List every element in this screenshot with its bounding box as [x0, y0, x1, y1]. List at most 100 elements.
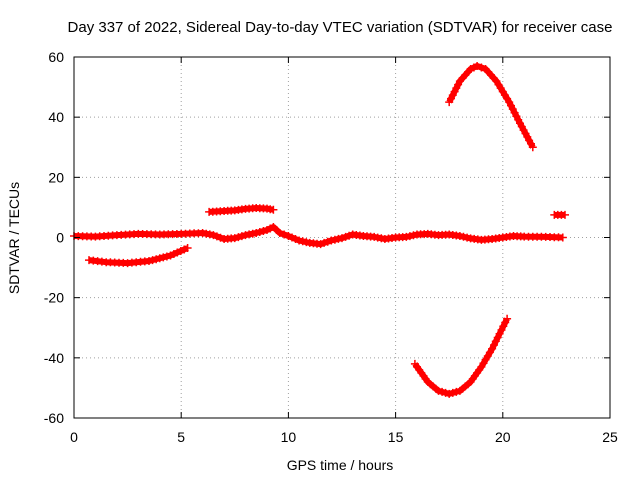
data-point — [477, 63, 486, 72]
data-point — [490, 341, 498, 349]
data-point — [320, 238, 329, 247]
data-point — [523, 132, 532, 141]
x-tick-label: 25 — [602, 429, 618, 445]
data-point — [162, 252, 171, 261]
data-point — [517, 122, 526, 131]
data-point — [447, 94, 455, 103]
data-point — [402, 232, 411, 241]
data-point — [345, 231, 354, 240]
series-group — [70, 223, 567, 249]
data-point — [450, 87, 459, 96]
series-group — [85, 244, 192, 268]
data-point — [441, 388, 450, 397]
data-point — [173, 248, 182, 257]
data-point — [212, 232, 221, 241]
data-point — [459, 232, 468, 241]
data-point — [316, 240, 325, 249]
y-tick-label: 60 — [48, 49, 64, 65]
y-axis-label: SDTVAR / TECUs — [6, 182, 22, 294]
data-point — [252, 229, 261, 237]
data-point — [527, 139, 535, 148]
y-tick-label: -40 — [44, 350, 64, 366]
data-point — [334, 234, 343, 243]
x-axis-label: GPS time / hours — [287, 457, 394, 473]
data-point — [501, 318, 510, 327]
x-tick-label: 20 — [495, 429, 511, 445]
y-tick-label: 20 — [48, 169, 64, 185]
data-point — [209, 231, 218, 240]
chart-title: Day 337 of 2022, Sidereal Day-to-day VTE… — [68, 19, 613, 36]
data-point — [505, 98, 514, 107]
data-point — [503, 314, 512, 323]
x-tick-label: 15 — [388, 429, 404, 445]
data-point — [291, 235, 300, 243]
data-point — [298, 237, 307, 246]
data-point — [463, 233, 472, 242]
data-point — [491, 337, 500, 346]
data-point — [330, 235, 339, 244]
data-point — [507, 101, 515, 110]
x-tick-label: 10 — [281, 429, 297, 445]
data-point — [438, 387, 447, 396]
data-point — [454, 80, 463, 89]
data-point — [183, 244, 192, 252]
data-point — [499, 322, 508, 331]
axis-ticks: 0 5 10 15 20 25 -60 -40 -20 0 20 40 60 — [44, 49, 618, 445]
series-group — [445, 62, 537, 152]
data-point — [488, 344, 497, 353]
data-point — [145, 257, 153, 265]
data-point — [327, 236, 336, 245]
data-point — [269, 205, 278, 214]
data-point — [259, 227, 268, 235]
data-point — [434, 386, 443, 395]
data-point — [275, 229, 284, 237]
data-point — [323, 237, 332, 246]
data-point — [216, 233, 225, 242]
data-point — [405, 232, 414, 241]
data-point — [508, 105, 517, 114]
data-point — [448, 388, 457, 397]
series-group — [205, 204, 278, 216]
data-point — [280, 230, 289, 239]
y-tick-label: 0 — [56, 230, 64, 246]
data-point — [338, 234, 346, 243]
data-point — [452, 84, 461, 93]
data-point — [452, 387, 461, 396]
data-point — [473, 62, 482, 70]
data-point — [455, 232, 464, 240]
y-tick-label: -60 — [44, 410, 64, 426]
data-point — [302, 238, 311, 247]
y-tick-label: 40 — [48, 109, 64, 125]
data-point — [234, 233, 243, 242]
data-point — [237, 232, 246, 241]
data-point — [341, 232, 350, 241]
data-point — [528, 143, 537, 152]
data-point — [510, 108, 519, 117]
data-point — [295, 236, 304, 245]
data-point — [230, 234, 239, 243]
data-point — [493, 333, 502, 342]
data-point — [152, 255, 161, 264]
data-point — [255, 228, 264, 236]
y-tick-label: -20 — [44, 290, 64, 306]
data-point — [409, 231, 418, 240]
data-series — [70, 62, 569, 398]
data-point — [495, 329, 504, 338]
data-point — [514, 115, 523, 124]
data-point — [561, 210, 569, 219]
data-point — [558, 233, 567, 242]
data-point — [148, 256, 157, 265]
data-point — [512, 112, 521, 121]
series-group — [550, 210, 569, 219]
x-tick-label: 5 — [177, 429, 185, 445]
data-point — [284, 232, 293, 240]
data-point — [445, 98, 454, 107]
data-point — [155, 254, 164, 263]
data-point — [159, 253, 168, 262]
data-point — [448, 91, 457, 100]
data-point — [445, 389, 454, 398]
data-point — [288, 233, 296, 242]
x-tick-label: 0 — [70, 429, 78, 445]
series-group — [410, 314, 512, 398]
